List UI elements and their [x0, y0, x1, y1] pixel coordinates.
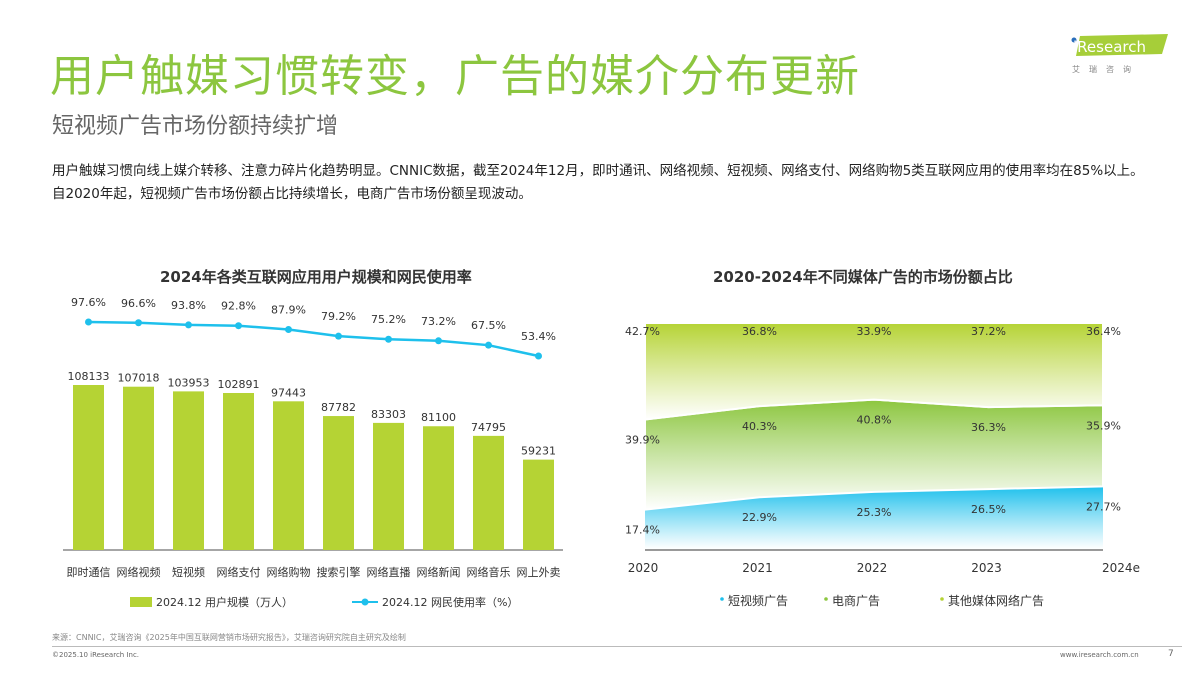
svg-text:iResearch: iResearch	[1073, 38, 1146, 56]
area-label: 37.2%	[971, 325, 1006, 338]
line-point	[135, 319, 142, 327]
x-tick-label: 2021	[742, 561, 773, 575]
bar-label: 103953	[168, 376, 210, 389]
bar	[273, 401, 304, 550]
x-tick-label: 2023	[971, 561, 1002, 575]
area-label: 33.9%	[857, 325, 892, 338]
bar-label: 81100	[421, 411, 456, 424]
line-label: 73.2%	[421, 315, 456, 328]
line-point	[85, 318, 92, 326]
line-label: 96.6%	[121, 297, 156, 310]
page-title: 用户触媒习惯转变，广告的媒介分布更新	[50, 51, 860, 102]
chart1-title: 2024年各类互联网应用用户规模和网民使用率	[160, 268, 472, 286]
legend-label: 2024.12 用户规模（万人）	[156, 595, 293, 609]
copyright: ©2025.10 iResearch Inc.	[52, 651, 140, 659]
area-label: 39.9%	[625, 434, 660, 447]
iresearch-logo: iResearch 艾瑞咨询	[1071, 34, 1168, 74]
area-短视频广告	[645, 486, 1103, 549]
x-tick-label: 2022	[857, 561, 888, 575]
line-label: 75.2%	[371, 313, 406, 326]
chart2-title: 2020-2024年不同媒体广告的市场份额占比	[713, 268, 1013, 286]
legend-label: 其他媒体网络广告	[948, 593, 1044, 608]
area-label: 40.3%	[742, 420, 777, 433]
bar	[473, 435, 504, 550]
page-subtitle: 短视频广告市场份额持续扩增	[52, 114, 339, 139]
page-number: 7	[1168, 649, 1174, 659]
line-point	[535, 352, 542, 360]
line-point	[235, 322, 242, 330]
bar-label: 87782	[321, 401, 356, 414]
x-tick-label: 2024e	[1102, 561, 1140, 575]
bar-label: 74795	[471, 421, 506, 434]
legend-label: 电商广告	[832, 593, 880, 608]
line-label: 97.6%	[71, 296, 106, 309]
line-point	[435, 337, 442, 345]
bar-label: 102891	[218, 378, 260, 391]
bar	[173, 391, 204, 550]
x-tick-label: 搜索引擎	[317, 565, 361, 579]
bar	[373, 422, 404, 550]
bar	[523, 459, 554, 550]
x-tick-label: 网络视频	[117, 565, 161, 579]
bar-label: 83303	[371, 408, 406, 421]
svg-text:艾瑞咨询: 艾瑞咨询	[1072, 64, 1140, 74]
legend-marker	[361, 598, 369, 606]
area-label: 25.3%	[857, 506, 892, 519]
x-tick-label: 网上外卖	[517, 566, 561, 579]
x-tick-label: 网络直播	[367, 565, 411, 579]
x-tick-label: 2020	[628, 561, 659, 575]
x-tick-label: 网络新闻	[417, 565, 461, 579]
bar	[323, 416, 354, 550]
area-label: 22.9%	[742, 511, 777, 524]
legend-swatch-bar	[130, 597, 152, 607]
x-tick-label: 即时通信	[67, 566, 111, 579]
description: 用户触媒习惯向线上媒介转移、注意力碎片化趋势明显。CNNIC数据，截至2024年…	[52, 163, 1144, 202]
website-link[interactable]: www.iresearch.com.cn	[1060, 651, 1139, 659]
legend-marker	[720, 597, 724, 601]
line-label: 93.8%	[171, 299, 206, 312]
legend-marker	[824, 597, 828, 601]
area-label: 36.4%	[1086, 325, 1121, 338]
line-point	[485, 341, 492, 349]
footer-divider	[52, 646, 1182, 647]
area-label: 40.8%	[857, 414, 892, 427]
bar	[73, 385, 104, 550]
bar-label: 59231	[521, 445, 556, 458]
bar	[423, 426, 454, 550]
bar-label: 97443	[271, 386, 306, 399]
x-tick-label: 网络支付	[217, 565, 261, 579]
area-label: 27.7%	[1086, 500, 1121, 513]
legend-marker	[940, 597, 944, 601]
legend-label: 短视频广告	[728, 593, 788, 608]
line-point	[335, 332, 342, 340]
source-note: 来源：CNNIC，艾瑞咨询《2025年中国互联网营销市场研究报告》，艾瑞咨询研究…	[52, 633, 406, 642]
x-tick-label: 网络购物	[267, 565, 311, 579]
bar-label: 107018	[118, 372, 160, 385]
area-label: 42.7%	[625, 325, 660, 338]
x-tick-label: 网络音乐	[467, 565, 511, 579]
line-label: 79.2%	[321, 310, 356, 323]
usage-rate-line	[88, 320, 539, 358]
line-label: 53.4%	[521, 330, 556, 343]
line-label: 92.8%	[221, 300, 256, 313]
line-point	[385, 335, 392, 343]
line-label: 87.9%	[271, 303, 306, 316]
area-label: 36.3%	[971, 421, 1006, 434]
x-tick-label: 短视频	[172, 565, 205, 579]
area-label: 36.8%	[742, 325, 777, 338]
bar-label: 108133	[68, 370, 110, 383]
line-label: 67.5%	[471, 319, 506, 332]
line-point	[185, 321, 192, 329]
legend-label: 2024.12 网民使用率（%）	[382, 595, 518, 609]
area-label: 17.4%	[625, 524, 660, 537]
line-point	[285, 325, 292, 333]
area-label: 35.9%	[1086, 419, 1121, 432]
area-label: 26.5%	[971, 503, 1006, 516]
bar	[123, 386, 154, 550]
area-其他媒体网络广告	[644, 322, 1104, 421]
bar	[223, 392, 254, 550]
